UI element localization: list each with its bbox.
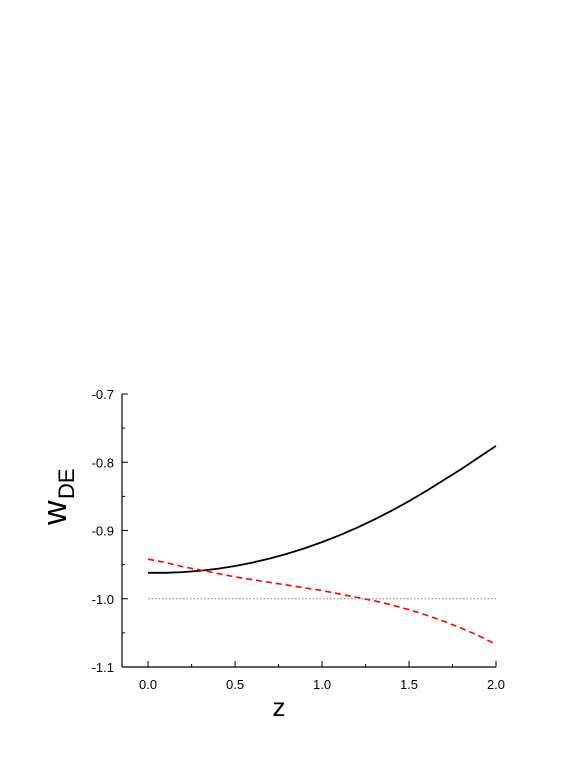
y-tick-label: -0.8: [92, 455, 114, 470]
x-tick-label: 0.5: [226, 677, 244, 692]
x-axis-title: z: [273, 692, 286, 722]
y-tick-label: -0.7: [92, 387, 114, 402]
y-tick-label: -0.9: [92, 524, 114, 539]
series-line-solid: [148, 445, 497, 574]
y-tick-label: -1.0: [92, 592, 114, 607]
y-axis-title-subscript: DE: [54, 468, 79, 499]
labels: w DE z: [36, 468, 286, 722]
y-axis-title-main: w: [36, 500, 74, 526]
y-tick-label: -1.1: [92, 660, 114, 675]
x-tick-label: 0.0: [139, 677, 157, 692]
series-line-dashed: [147, 558, 497, 646]
series-layer: [147, 445, 497, 646]
x-tick-label: 2.0: [487, 677, 505, 692]
x-tick-label: 1.5: [400, 677, 418, 692]
x-tick-label: 1.0: [313, 677, 331, 692]
axes: 0.0 0.5 1.0 1.5 2.0 -0.7 -0.8 -0.9 -1.0 -1.1: [92, 387, 505, 692]
